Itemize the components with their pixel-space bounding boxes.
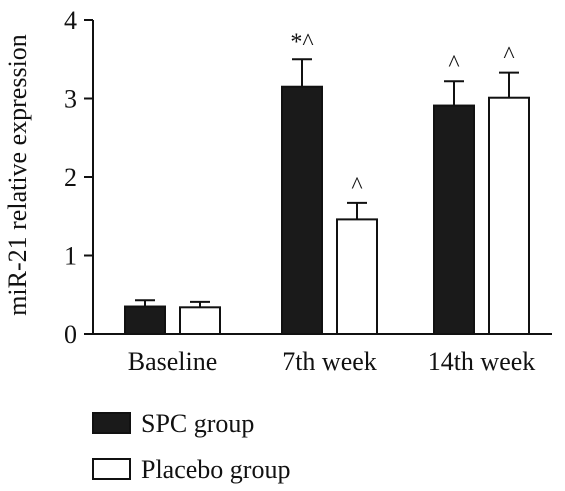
- legend-label: Placebo group: [141, 455, 290, 484]
- x-category-label: 7th week: [282, 347, 377, 376]
- axes: 0 1 2 3 4 miR-21 relative expression Baseline 7…: [3, 6, 552, 376]
- x-category-label: Baseline: [128, 347, 218, 376]
- y-tick-label: 0: [64, 320, 77, 349]
- bar: [281, 85, 323, 335]
- significance-label: ^: [351, 173, 362, 199]
- y-tick-label: 4: [64, 6, 77, 35]
- legend-label: SPC group: [141, 409, 254, 438]
- bar: [488, 96, 530, 335]
- bar: [124, 305, 166, 335]
- legend: SPC group Placebo group: [92, 409, 290, 484]
- y-tick-label: 1: [64, 242, 77, 271]
- significance-label: *^: [290, 29, 313, 55]
- bar: [336, 218, 378, 335]
- x-category-label: 14th week: [428, 347, 536, 376]
- y-axis-label: miR-21 relative expression: [3, 34, 32, 316]
- bars: *^ ^ ^ ^: [124, 29, 530, 335]
- bar: [433, 104, 475, 335]
- significance-label: ^: [503, 43, 514, 69]
- y-tick-label: 2: [64, 163, 77, 192]
- bar: [179, 306, 221, 335]
- legend-swatch: [92, 458, 131, 480]
- significance-label: ^: [448, 51, 459, 77]
- y-tick-label: 3: [64, 85, 77, 114]
- legend-swatch: [92, 412, 131, 434]
